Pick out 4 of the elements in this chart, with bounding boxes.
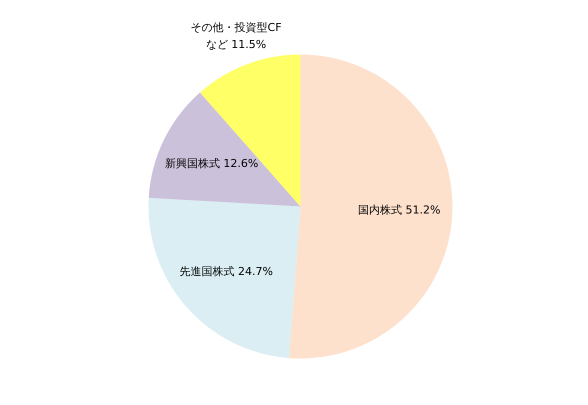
slice-label: 国内株式 51.2% (358, 204, 440, 217)
slice-label: 新興国株式 12.6% (164, 156, 258, 170)
slice-label: 先進国株式 24.7% (179, 265, 273, 278)
slice-label: その他・投資型CF など 11.5% (190, 20, 282, 51)
